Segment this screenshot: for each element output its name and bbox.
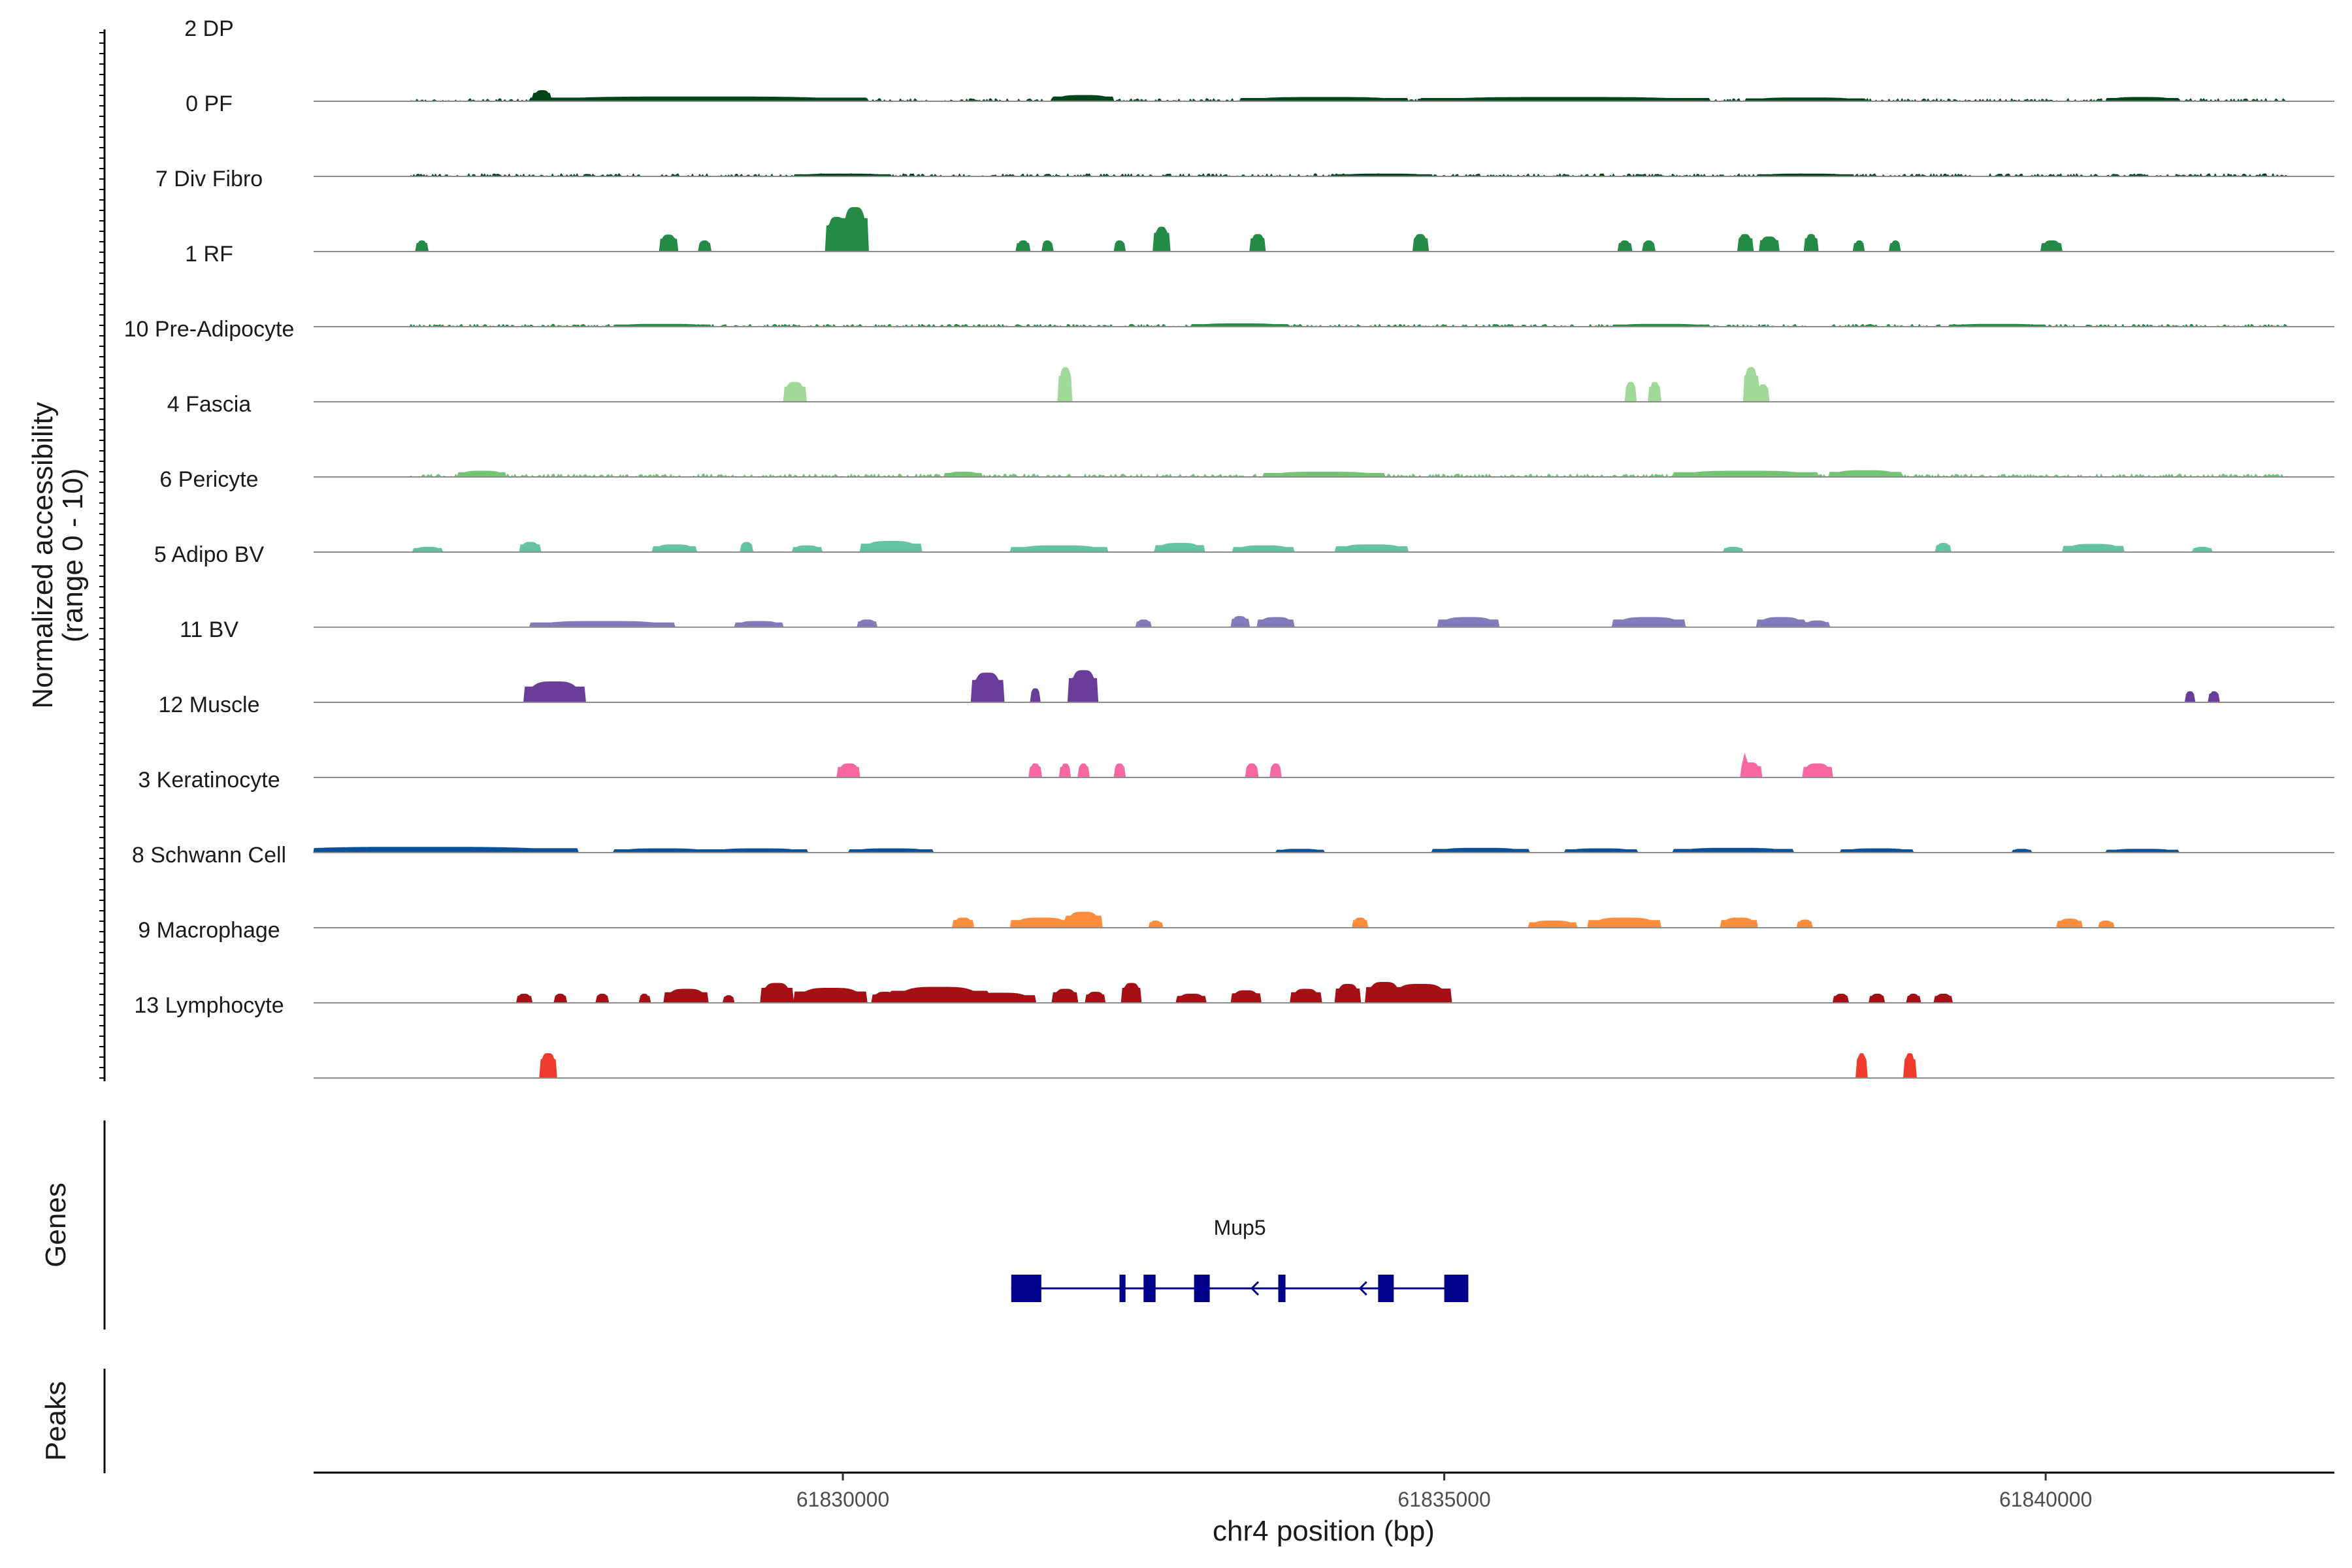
track-14: 13 Lymphocyte xyxy=(134,993,2334,1079)
coverage-area xyxy=(314,367,2334,402)
track-8: 5 Adipo BV xyxy=(154,542,2334,628)
x-tick-label: 61840000 xyxy=(1999,1488,2092,1511)
gene-exon xyxy=(1011,1275,1041,1302)
y-axis-title: Normalized accessibility xyxy=(27,402,59,708)
track-5: 10 Pre-Adipocyte xyxy=(124,317,2334,402)
track-10: 12 Muscle xyxy=(159,693,2334,778)
track-label: 3 Keratinocyte xyxy=(138,768,280,792)
x-axis-title: chr4 position (bp) xyxy=(1213,1515,1435,1547)
track-label: 11 BV xyxy=(180,617,238,642)
track-13: 9 Macrophage xyxy=(138,918,2334,1004)
coverage-area xyxy=(314,90,2334,102)
gene-exon xyxy=(1143,1275,1156,1302)
track-label: 1 RF xyxy=(185,242,233,267)
track-label: 8 Schwann Cell xyxy=(132,843,286,868)
track-9: 11 BV xyxy=(180,617,2334,703)
gene-exon xyxy=(1378,1275,1394,1302)
gene-label: Mup5 xyxy=(1214,1216,1266,1239)
coverage-area xyxy=(313,847,2334,853)
strand-arrow xyxy=(1358,1281,1367,1296)
coverage-area xyxy=(314,541,2334,553)
coverage-area xyxy=(314,616,2334,628)
track-label: 6 Pericyte xyxy=(159,467,258,492)
coverage-area xyxy=(314,470,2334,478)
gene-exon xyxy=(1278,1275,1286,1302)
coverage-area xyxy=(314,1053,2334,1079)
coverage-area xyxy=(314,982,2334,1004)
track-7: 6 Pericyte xyxy=(159,467,2334,553)
track-12: 8 Schwann Cell xyxy=(132,843,2334,928)
track-1: 2 DP xyxy=(184,16,2334,102)
track-label: 10 Pre-Adipocyte xyxy=(124,317,295,342)
x-tick-label: 61830000 xyxy=(796,1488,889,1511)
track-11: 3 Keratinocyte xyxy=(138,768,2334,853)
gene-exon xyxy=(1444,1275,1469,1302)
x-axis-ticks: 61830000 61835000 61840000 xyxy=(796,1473,2092,1511)
track-6: 4 Fascia xyxy=(167,392,2334,478)
track-label: 4 Fascia xyxy=(167,392,252,417)
coverage-area xyxy=(314,753,2334,778)
track-2: 0 PF xyxy=(186,91,2334,177)
y-axis-subtitle: (range 0 - 10) xyxy=(57,468,89,643)
gene-exon xyxy=(1119,1275,1126,1302)
track-label: 13 Lymphocyte xyxy=(134,993,284,1018)
peaks-panel-label: Peaks xyxy=(40,1381,72,1461)
coverage-y-ticks xyxy=(99,32,105,1079)
track-label: 7 Div Fibro xyxy=(155,167,263,191)
track-label: 12 Muscle xyxy=(159,693,260,717)
strand-arrow xyxy=(1250,1281,1260,1296)
gene-exon xyxy=(1194,1275,1210,1302)
coverage-area xyxy=(314,670,2334,703)
coverage-area xyxy=(314,911,2334,928)
gene-track: Mup5 xyxy=(1011,1216,1469,1302)
track-label: 5 Adipo BV xyxy=(154,542,265,567)
track-4: 1 RF xyxy=(185,242,2334,327)
genes-panel-label: Genes xyxy=(40,1183,72,1267)
track-label: 0 PF xyxy=(186,91,233,116)
track-label: 2 DP xyxy=(184,16,234,41)
x-tick-label: 61835000 xyxy=(1397,1488,1490,1511)
track-label: 9 Macrophage xyxy=(138,918,280,943)
track-3: 7 Div Fibro xyxy=(155,167,2334,252)
coverage-area xyxy=(314,207,2334,252)
coverage-tracks: 2 DP 0 PF 7 Div Fibro 1 RF 10 Pre-Adipocyte 4… xyxy=(124,16,2334,1079)
